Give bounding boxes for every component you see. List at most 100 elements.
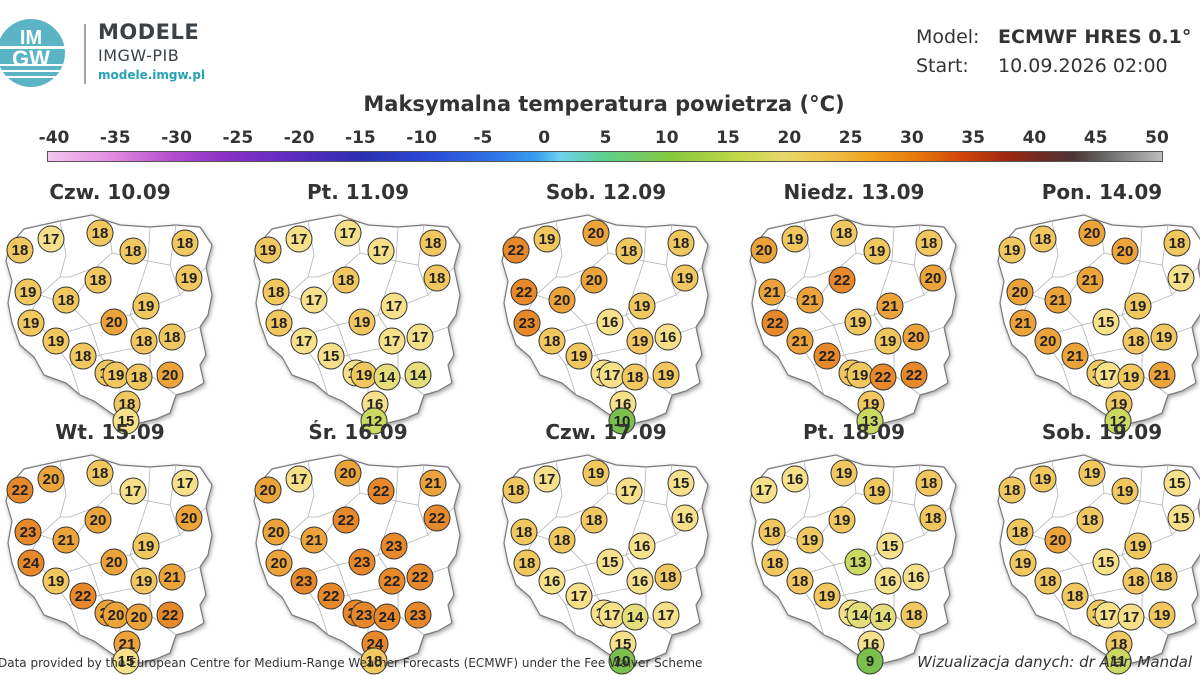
station-temp-label: 18 (1169, 235, 1186, 252)
station-marker (171, 229, 199, 257)
station-temp-label: 18 (544, 333, 561, 350)
forecast-panel: Niedz. 13.09 20 19 18 19 18 20 21 21 22 21 22 21 19 22… (744, 180, 964, 435)
station-temperature: 18 (915, 469, 943, 497)
station-temp-label: 9 (866, 653, 874, 670)
station-marker (761, 549, 789, 577)
station-temp-label: 18 (75, 348, 92, 365)
station-marker (874, 567, 902, 595)
station-marker (813, 582, 841, 610)
station-temp-label: 22 (412, 569, 429, 586)
station-temp-label: 23 (410, 607, 427, 624)
station-temp-label: 19 (1130, 538, 1147, 555)
station-temp-label: 21 (1050, 292, 1067, 309)
poland-map: 2220181717202321201924191922202021222020… (5, 454, 213, 675)
station-temperature: 18 (6, 236, 34, 264)
station-temp-label: 19 (1154, 607, 1171, 624)
station-temperature-south: 12 (360, 407, 388, 435)
station-marker (502, 236, 530, 264)
station-temperature-south: 15 (112, 407, 140, 435)
station-marker (84, 266, 112, 294)
station-temperature: 21 (52, 526, 80, 554)
station-temperature: 21 (300, 526, 328, 554)
station-marker (513, 309, 541, 337)
station-marker (652, 601, 680, 629)
station-temp-label: 19 (880, 333, 897, 350)
station-temperature: 19 (1124, 292, 1152, 320)
station-temperature: 15 (317, 342, 345, 370)
station-temperature: 15 (1092, 308, 1120, 336)
station-temperature: 22 (761, 309, 789, 337)
station-temp-label: 22 (819, 348, 836, 365)
station-temp-label: 19 (834, 512, 851, 529)
station-temperature: 19 (846, 361, 874, 389)
station-temperature: 18 (580, 506, 608, 534)
panel-date-title: Sob. 19.09 (1041, 420, 1163, 444)
station-temp-label: 17 (604, 607, 621, 624)
station-temperature: 17 (119, 477, 147, 505)
station-temp-label: 17 (177, 475, 194, 492)
colorbar-tick: 30 (900, 128, 924, 148)
station-marker (360, 407, 388, 435)
station-temp-label: 18 (921, 235, 938, 252)
poland-map: 1917171718181817181718171715191717141914… (253, 214, 461, 435)
station-marker (1167, 264, 1195, 292)
station-marker (423, 264, 451, 292)
station-temp-label: 16 (632, 573, 649, 590)
station-temperature: 18 (1122, 567, 1150, 595)
station-temperature: 22 (813, 342, 841, 370)
station-temp-label: 19 (48, 333, 65, 350)
station-temp-label: 19 (634, 298, 651, 315)
station-temperature: 22 (423, 504, 451, 532)
station-temperature: 19 (844, 308, 872, 336)
station-marker (565, 342, 593, 370)
station-temp-label: 21 (1154, 367, 1171, 384)
station-temp-label: 22 (429, 510, 446, 527)
station-marker (786, 327, 814, 355)
station-temp-label: 22 (834, 272, 851, 289)
station-temp-label: 21 (1082, 272, 1099, 289)
station-temperature-south: 10 (608, 407, 636, 435)
station-marker (380, 532, 408, 560)
station-marker (265, 309, 293, 337)
brand-url[interactable]: modele.imgw.pl (98, 68, 206, 82)
station-marker (17, 549, 45, 577)
station-temperature: 23 (290, 567, 318, 595)
credit-visualization: Wizualizacja danych: dr Alan Mandal (917, 653, 1192, 671)
region-border (317, 364, 329, 396)
panel-date-title: Niedz. 13.09 (783, 180, 925, 204)
station-temperature: 17 (533, 465, 561, 493)
station-temp-label: 20 (162, 367, 179, 384)
station-marker (615, 237, 643, 265)
station-marker (290, 567, 318, 595)
station-temperature: 17 (171, 469, 199, 497)
station-marker (132, 532, 160, 560)
station-temperature: 19 (132, 532, 160, 560)
station-marker (1124, 292, 1152, 320)
credit-ecmwf: Data provided by the European Centre for… (0, 656, 703, 670)
station-marker (1076, 506, 1104, 534)
station-temperature: 19 (17, 309, 45, 337)
colorbar-tick: -35 (99, 128, 131, 148)
station-temperature: 14 (846, 601, 874, 629)
station-marker (667, 469, 695, 497)
station-temp-label: 19 (1156, 329, 1173, 346)
region-border (813, 364, 825, 396)
station-marker (1078, 459, 1106, 487)
station-temperature: 17 (598, 601, 626, 629)
station-temperature: 18 (119, 237, 147, 265)
station-marker (758, 278, 786, 306)
main-title: Maksymalna temperatura powietrza (°C) (363, 92, 845, 116)
station-marker (654, 563, 682, 591)
station-temperature: 19 (42, 567, 70, 595)
station-temperature: 18 (761, 549, 789, 577)
station-marker (1104, 407, 1132, 435)
station-temperature: 19 (1150, 323, 1178, 351)
colorbar-ticks: -40 -35 -30 -25 -20 -15 -10 -5 0 5 10 15 20 25 30 35 40 4… (0, 128, 1200, 148)
station-temp-label: 19 (1035, 471, 1052, 488)
station-temperature: 18 (130, 327, 158, 355)
station-temp-label: 22 (508, 242, 525, 259)
station-marker (844, 548, 872, 576)
station-temperature: 20 (125, 603, 153, 631)
station-marker (171, 469, 199, 497)
station-temperature: 17 (334, 219, 362, 247)
